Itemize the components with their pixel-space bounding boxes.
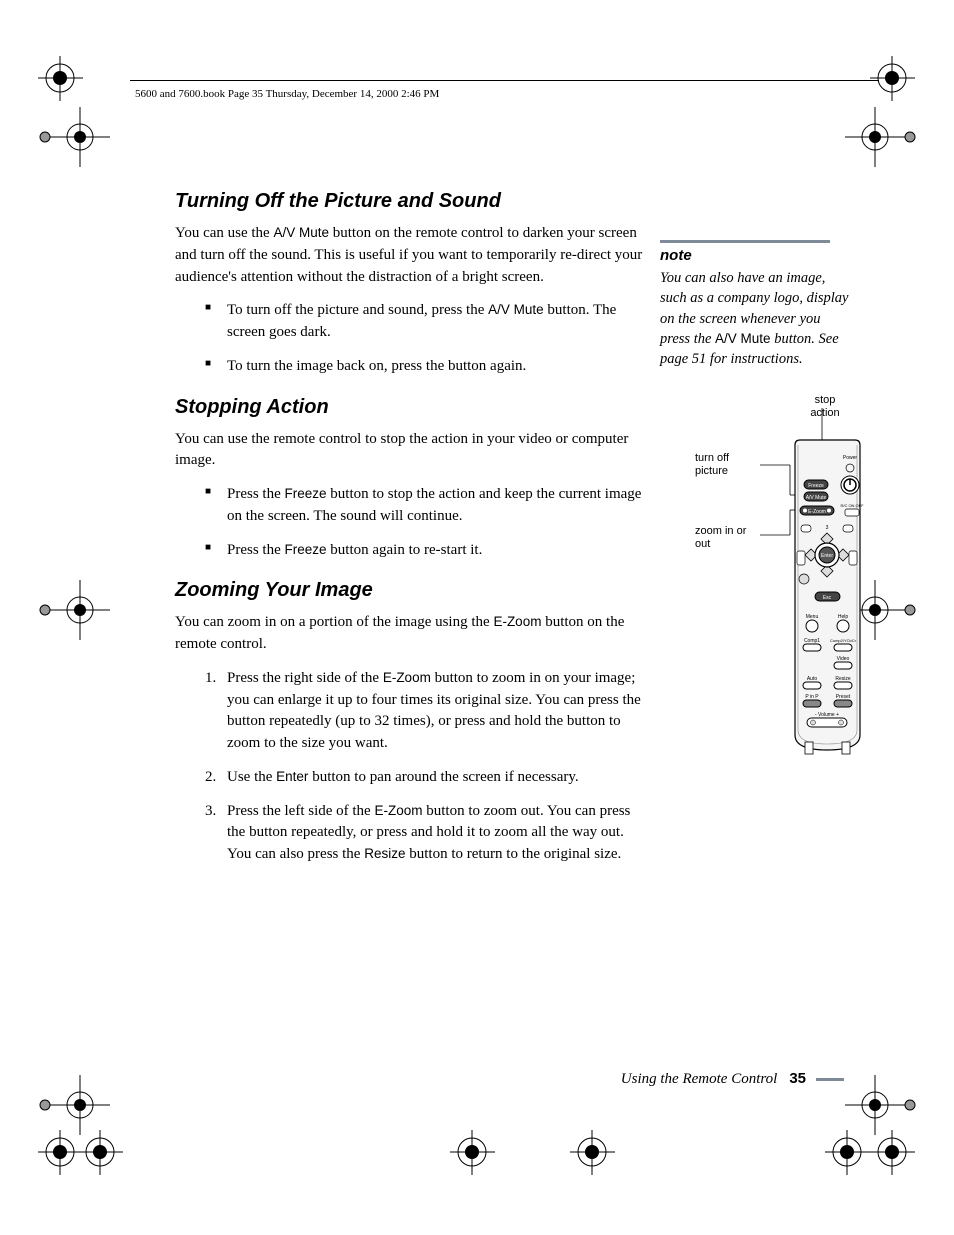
button-name-freeze: Freeze bbox=[285, 486, 327, 501]
crop-mark-icon bbox=[870, 56, 915, 101]
text: Press the right side of the bbox=[227, 670, 383, 686]
list-item: To turn the image back on, press the but… bbox=[205, 356, 645, 378]
svg-text:P in P: P in P bbox=[805, 694, 819, 700]
svg-text:Resize: Resize bbox=[835, 676, 851, 682]
text: button to return to the original size. bbox=[405, 846, 621, 862]
text: You can zoom in on a portion of the imag… bbox=[175, 614, 493, 630]
button-name-enter: Enter bbox=[276, 769, 308, 784]
note-title: note bbox=[660, 247, 850, 264]
svg-text:A/V Mute: A/V Mute bbox=[806, 495, 827, 501]
list-item: To turn off the picture and sound, press… bbox=[205, 300, 645, 344]
list-item: Press the left side of the E-Zoom button… bbox=[205, 801, 645, 866]
section-3-list: Press the right side of the E-Zoom butto… bbox=[205, 668, 645, 866]
crop-mark-icon bbox=[870, 1130, 915, 1175]
text: Press the bbox=[227, 542, 285, 558]
text: You can use the bbox=[175, 225, 273, 241]
text: Press the left side of the bbox=[227, 803, 374, 819]
button-name-avmute: A/V Mute bbox=[488, 302, 544, 317]
svg-text:Video: Video bbox=[837, 656, 850, 662]
section-2-intro: You can use the remote control to stop t… bbox=[175, 429, 645, 473]
list-item: Press the right side of the E-Zoom butto… bbox=[205, 668, 645, 755]
svg-text:Enter: Enter bbox=[821, 553, 833, 559]
callout-turn-off: turn off picture bbox=[695, 452, 755, 478]
crop-mark-icon bbox=[78, 1130, 123, 1175]
text: Use the bbox=[227, 769, 276, 785]
svg-text:Esc: Esc bbox=[823, 595, 832, 601]
section-1-list: To turn off the picture and sound, press… bbox=[205, 300, 645, 377]
svg-text:Preset: Preset bbox=[836, 694, 851, 700]
svg-text:Auto: Auto bbox=[807, 676, 818, 682]
remote-control-icon: Power Freeze A/V Mute E-Zoom R/C ON OFF … bbox=[760, 390, 870, 760]
svg-text:- Volume +: - Volume + bbox=[815, 712, 839, 718]
button-name-ezoom: E-Zoom bbox=[493, 614, 541, 629]
list-item: Press the Freeze button again to re-star… bbox=[205, 540, 645, 562]
crop-mark-icon bbox=[450, 1130, 495, 1175]
text: To turn off the picture and sound, press… bbox=[227, 302, 488, 318]
svg-text:E-Zoom: E-Zoom bbox=[808, 509, 826, 515]
footer-page-number: 35 bbox=[789, 1070, 806, 1087]
crop-mark-icon bbox=[20, 580, 110, 640]
svg-text:Comp2/YCbCr: Comp2/YCbCr bbox=[830, 638, 857, 643]
list-item: Press the Freeze button to stop the acti… bbox=[205, 484, 645, 528]
list-item: Use the Enter button to pan around the s… bbox=[205, 767, 645, 789]
footer-bar bbox=[816, 1078, 844, 1081]
svg-text:Freeze: Freeze bbox=[808, 483, 824, 489]
header-rule bbox=[130, 80, 879, 81]
button-name-ezoom: E-Zoom bbox=[374, 803, 422, 818]
note-rule bbox=[660, 240, 830, 243]
crop-mark-icon bbox=[38, 56, 83, 101]
svg-text:3: 3 bbox=[826, 525, 829, 531]
crop-mark-icon bbox=[20, 107, 110, 167]
callout-zoom: zoom in or out bbox=[695, 525, 755, 551]
crop-mark-icon bbox=[38, 1130, 83, 1175]
section-title-1: Turning Off the Picture and Sound bbox=[175, 190, 645, 213]
crop-mark-icon bbox=[825, 1130, 870, 1175]
section-title-2: Stopping Action bbox=[175, 396, 645, 419]
svg-text:Comp1: Comp1 bbox=[804, 638, 820, 644]
main-content: Turning Off the Picture and Sound You ca… bbox=[175, 190, 645, 884]
svg-text:Power: Power bbox=[843, 455, 858, 461]
note-body: You can also have an image, such as a co… bbox=[660, 268, 850, 369]
crop-mark-icon bbox=[845, 107, 935, 167]
footer-chapter: Using the Remote Control bbox=[621, 1071, 778, 1087]
section-3-intro: You can zoom in on a portion of the imag… bbox=[175, 612, 645, 656]
section-2-list: Press the Freeze button to stop the acti… bbox=[205, 484, 645, 561]
page-footer: Using the Remote Control 35 bbox=[175, 1070, 844, 1088]
crop-mark-icon bbox=[570, 1130, 615, 1175]
text: button again to re-start it. bbox=[327, 542, 483, 558]
text: Press the bbox=[227, 486, 285, 502]
button-name-freeze: Freeze bbox=[285, 542, 327, 557]
crop-mark-icon bbox=[845, 1075, 935, 1135]
header-text: 5600 and 7600.book Page 35 Thursday, Dec… bbox=[135, 88, 439, 100]
section-1-intro: You can use the A/V Mute button on the r… bbox=[175, 223, 645, 288]
svg-text:Help: Help bbox=[838, 614, 849, 620]
section-title-3: Zooming Your Image bbox=[175, 579, 645, 602]
button-name-ezoom: E-Zoom bbox=[383, 670, 431, 685]
button-name-resize: Resize bbox=[364, 846, 405, 861]
svg-text:Menu: Menu bbox=[806, 614, 819, 620]
text: button to pan around the screen if neces… bbox=[308, 769, 578, 785]
crop-mark-icon bbox=[20, 1075, 110, 1135]
button-name-avmute: A/V Mute bbox=[273, 225, 329, 240]
svg-text:R/C ON OFF: R/C ON OFF bbox=[840, 503, 864, 508]
button-name-avmute: A/V Mute bbox=[715, 331, 771, 346]
note-sidebar: note You can also have an image, such as… bbox=[660, 240, 850, 369]
